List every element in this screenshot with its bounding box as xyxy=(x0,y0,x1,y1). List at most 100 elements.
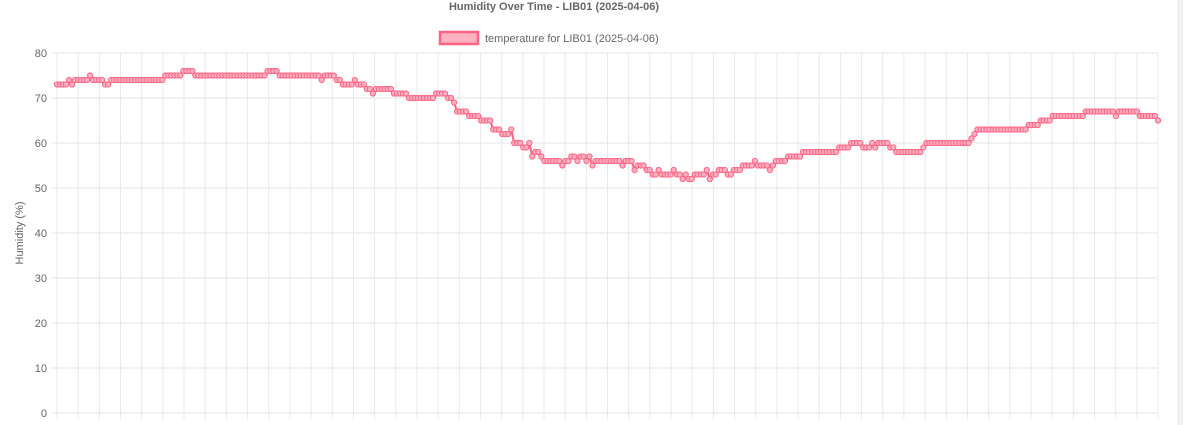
data-point[interactable] xyxy=(571,153,578,160)
data-point[interactable] xyxy=(441,90,449,97)
data-point[interactable] xyxy=(833,148,840,156)
data-point[interactable] xyxy=(105,81,112,88)
data-point[interactable] xyxy=(450,99,458,106)
data-point[interactable] xyxy=(529,153,536,160)
data-point[interactable] xyxy=(965,139,972,147)
data-point[interactable] xyxy=(1133,108,1141,115)
data-point[interactable] xyxy=(586,153,593,160)
data-point[interactable] xyxy=(1046,117,1053,124)
data-point[interactable] xyxy=(884,139,891,147)
data-point[interactable] xyxy=(487,117,494,124)
data-point[interactable] xyxy=(475,112,482,120)
data-point[interactable] xyxy=(736,166,743,174)
data-point[interactable] xyxy=(351,76,358,84)
data-point[interactable] xyxy=(769,162,777,169)
data-point[interactable] xyxy=(766,166,774,174)
data-point[interactable] xyxy=(872,144,879,151)
data-point[interactable] xyxy=(387,85,395,93)
vertical-scrollbar[interactable] xyxy=(1177,0,1183,425)
data-point[interactable] xyxy=(670,166,677,174)
data-point[interactable] xyxy=(703,166,710,174)
data-point[interactable] xyxy=(429,94,437,102)
data-point[interactable] xyxy=(676,171,683,178)
data-point[interactable] xyxy=(273,67,280,75)
data-point[interactable] xyxy=(99,76,106,84)
data-point[interactable] xyxy=(556,157,563,165)
data-point[interactable] xyxy=(463,108,470,115)
data-point[interactable] xyxy=(330,72,337,79)
data-point[interactable] xyxy=(159,76,166,84)
data-point[interactable] xyxy=(652,171,659,178)
data-point[interactable] xyxy=(1112,112,1119,120)
data-point[interactable] xyxy=(968,135,975,142)
data-point[interactable] xyxy=(1151,112,1159,120)
data-point[interactable] xyxy=(68,81,76,88)
data-point[interactable] xyxy=(583,157,590,165)
data-point[interactable] xyxy=(526,139,533,147)
data-point[interactable] xyxy=(447,94,455,102)
data-point[interactable] xyxy=(538,153,545,160)
data-point[interactable] xyxy=(667,171,674,178)
data-point[interactable] xyxy=(589,162,596,169)
data-point[interactable] xyxy=(62,81,70,88)
data-point[interactable] xyxy=(751,157,759,165)
data-point[interactable] xyxy=(866,144,873,151)
data-point[interactable] xyxy=(565,157,572,165)
data-point[interactable] xyxy=(369,90,376,97)
data-point[interactable] xyxy=(721,166,728,174)
data-point[interactable] xyxy=(318,76,325,84)
data-point[interactable] xyxy=(682,171,689,178)
data-point[interactable] xyxy=(796,153,804,160)
data-point[interactable] xyxy=(177,72,184,79)
data-point[interactable] xyxy=(348,81,355,88)
data-point[interactable] xyxy=(781,157,789,165)
data-point[interactable] xyxy=(574,157,581,165)
data-point[interactable] xyxy=(402,90,410,97)
data-point[interactable] xyxy=(845,144,852,151)
data-point[interactable] xyxy=(83,76,91,84)
data-point[interactable] xyxy=(628,157,635,165)
data-point[interactable] xyxy=(763,162,771,169)
data-point[interactable] xyxy=(616,157,623,165)
data-point[interactable] xyxy=(517,139,524,147)
data-point[interactable] xyxy=(688,175,695,183)
data-point[interactable] xyxy=(748,162,755,169)
data-point[interactable] xyxy=(1022,126,1029,133)
data-point[interactable] xyxy=(857,139,864,147)
data-point[interactable] xyxy=(508,126,515,133)
data-point[interactable] xyxy=(917,148,924,156)
data-point[interactable] xyxy=(619,162,626,169)
data-point[interactable] xyxy=(1079,112,1086,120)
data-point[interactable] xyxy=(559,162,566,169)
data-point[interactable] xyxy=(890,144,897,151)
data-point[interactable] xyxy=(1034,121,1041,129)
data-point[interactable] xyxy=(971,130,978,138)
data-point[interactable] xyxy=(700,171,707,178)
data-point[interactable] xyxy=(869,139,876,147)
data-point[interactable] xyxy=(920,144,927,151)
data-point[interactable] xyxy=(1154,117,1162,124)
data-point[interactable] xyxy=(1109,108,1116,115)
data-point[interactable] xyxy=(366,85,373,93)
data-point[interactable] xyxy=(535,148,542,156)
data-point[interactable] xyxy=(261,72,268,79)
data-point[interactable] xyxy=(189,67,196,75)
data-point[interactable] xyxy=(727,171,734,178)
data-point[interactable] xyxy=(360,81,367,88)
data-point[interactable] xyxy=(712,171,719,178)
data-point[interactable] xyxy=(86,72,94,79)
data-point[interactable] xyxy=(706,175,713,183)
data-point[interactable] xyxy=(655,166,662,174)
data-point[interactable] xyxy=(646,166,653,174)
data-point[interactable] xyxy=(679,175,686,183)
data-point[interactable] xyxy=(65,76,73,84)
data-point[interactable] xyxy=(523,144,530,151)
data-point[interactable] xyxy=(640,162,647,169)
data-point[interactable] xyxy=(336,76,343,84)
data-point[interactable] xyxy=(631,166,638,174)
data-point[interactable] xyxy=(505,130,512,138)
data-point[interactable] xyxy=(496,126,503,133)
data-point[interactable] xyxy=(315,72,322,79)
legend[interactable]: temperature for LIB01 (2025-04-06) xyxy=(438,30,659,46)
data-point[interactable] xyxy=(580,153,587,160)
